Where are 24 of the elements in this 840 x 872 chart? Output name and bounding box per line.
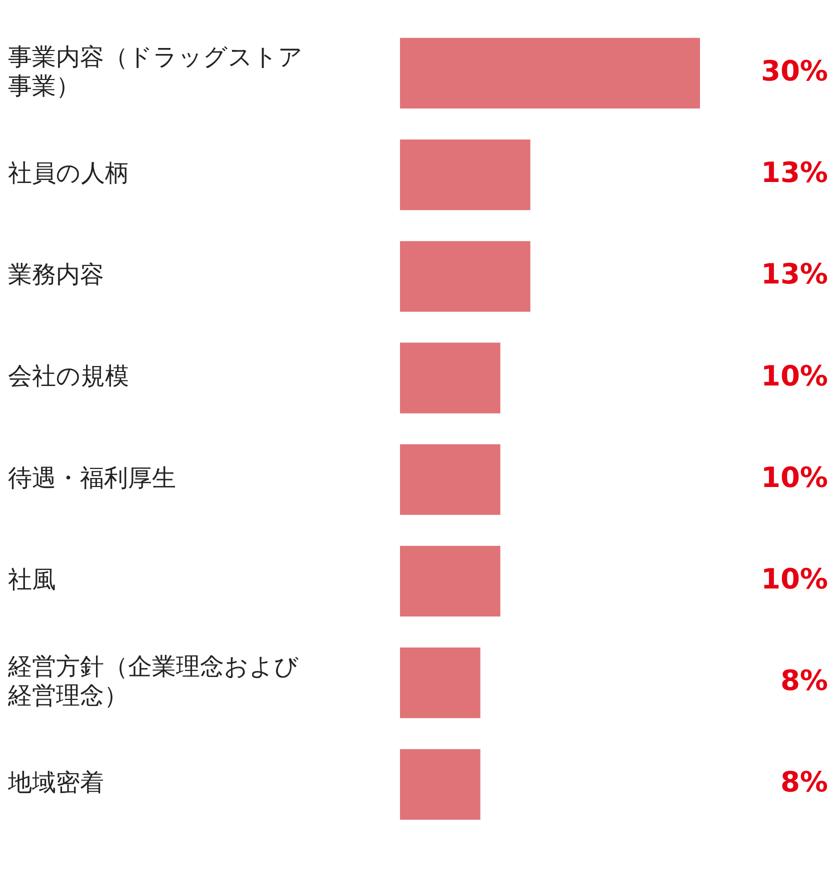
- bar: [400, 444, 500, 515]
- data-label: 30%: [760, 54, 828, 88]
- bar: [400, 342, 500, 414]
- data-label: 10%: [760, 562, 828, 596]
- y-tick-label: 事業内容（ドラッグストア事業）: [8, 43, 303, 100]
- data-label: 13%: [760, 258, 828, 291]
- y-tick-label: 社風: [8, 565, 56, 594]
- bar: [400, 241, 530, 312]
- y-tick-label: 経営方針（企業理念および経営理念）: [7, 652, 299, 710]
- bar: [400, 749, 480, 820]
- y-tick-label: 待遇・福利厚生: [8, 464, 176, 492]
- bar: [400, 139, 530, 210]
- bar: [400, 38, 700, 109]
- data-label: 13%: [760, 156, 828, 190]
- data-label: 10%: [760, 460, 828, 494]
- data-label: 8%: [780, 766, 828, 799]
- y-tick-label: 会社の規模: [8, 362, 129, 390]
- bar: [400, 647, 480, 718]
- y-tick-label: 社員の人柄: [8, 159, 129, 188]
- bar: [400, 546, 500, 617]
- y-tick-label: 地域密着: [7, 768, 104, 797]
- data-label: 8%: [780, 664, 828, 698]
- y-tick-label: 業務内容: [8, 260, 104, 289]
- data-label: 10%: [760, 359, 828, 392]
